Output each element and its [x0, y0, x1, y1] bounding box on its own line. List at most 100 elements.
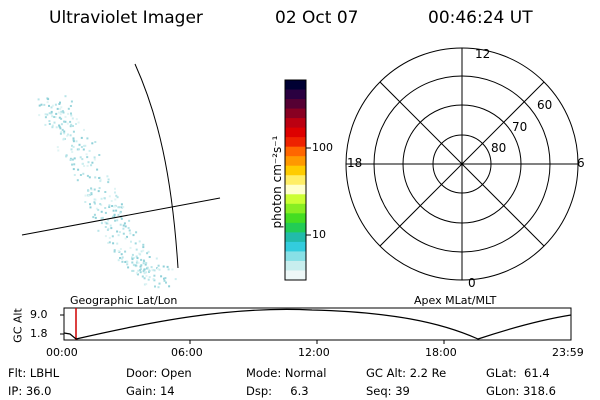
aurora-pixel: [145, 283, 148, 286]
aurora-pixel: [148, 270, 150, 273]
aurora-pixel: [158, 268, 161, 271]
aurora-pixel: [115, 209, 118, 212]
glat-value: GLat: 61.4: [486, 366, 550, 380]
aurora-pixel: [54, 103, 57, 106]
aurora-pixel: [93, 198, 96, 201]
aurora-pixel: [67, 112, 70, 115]
aurora-pixel: [127, 266, 130, 269]
aurora-pixel: [113, 249, 116, 252]
aurora-pixel: [60, 117, 63, 120]
aurora-pixel: [86, 156, 89, 159]
aurora-pixel: [76, 148, 79, 151]
aurora-pixel: [100, 197, 103, 200]
aurora-pixel: [135, 271, 138, 274]
aurora-pixel: [64, 95, 67, 98]
aurora-pixel: [137, 269, 140, 272]
aurora-pixel: [129, 232, 132, 235]
aurora-pixel: [165, 281, 167, 284]
aurora-pixel: [50, 110, 53, 113]
aurora-pixel: [126, 263, 129, 266]
aurora-pixel: [94, 202, 96, 205]
aurora-pixel: [59, 101, 61, 104]
aurora-pixel: [38, 104, 41, 107]
aurora-pixel: [174, 278, 177, 281]
aurora-pixel: [51, 124, 54, 127]
aurora-pixel: [104, 191, 107, 193]
aurora-pixel: [119, 223, 122, 226]
aurora-pixel: [43, 103, 46, 106]
aurora-pixel: [117, 213, 120, 216]
aurora-pixel: [107, 181, 110, 184]
aurora-pixel: [112, 242, 115, 245]
altitude-plot-frame: [63, 307, 572, 341]
aurora-pixel: [61, 110, 64, 113]
aurora-pixel: [107, 242, 110, 244]
aurora-pixel: [87, 195, 90, 197]
aurora-pixel: [114, 191, 116, 194]
aurora-pixel: [89, 193, 92, 196]
aurora-pixel: [127, 227, 130, 229]
aurora-pixel: [154, 285, 156, 288]
longitude-line: [134, 63, 179, 269]
aurora-pixel: [58, 124, 61, 127]
aurora-pixel: [93, 188, 96, 191]
aurora-pixel: [71, 117, 74, 120]
aurora-pixel: [120, 257, 123, 260]
aurora-pixel: [107, 178, 110, 181]
aurora-pixel: [93, 156, 96, 159]
aurora-pixel: [94, 216, 97, 219]
aurora-pixel: [114, 198, 117, 201]
aurora-pixel: [67, 107, 70, 110]
aurora-pixel: [71, 144, 73, 147]
aurora-pixel: [108, 236, 111, 239]
aurora-pixel: [131, 269, 134, 272]
aurora-pixel: [122, 224, 125, 227]
aurora-pixel: [146, 252, 149, 255]
aurora-pixel: [72, 168, 75, 171]
aurora-pixel: [54, 116, 57, 119]
aurora-pixel: [85, 153, 88, 156]
aurora-pixel: [122, 227, 125, 230]
aurora-pixel: [108, 204, 111, 207]
aurora-pixel: [59, 127, 62, 130]
aurora-pixel: [114, 205, 116, 208]
altitude-xtick-2359: 23:59: [552, 346, 584, 359]
aurora-pixel: [124, 261, 127, 263]
colorbar-band: [285, 194, 306, 205]
aurora-pixel: [139, 271, 142, 274]
aurora-pixel: [129, 246, 132, 249]
aurora-pixel: [60, 131, 63, 134]
aurora-pixel: [137, 273, 139, 276]
colorbar-band: [285, 184, 306, 195]
aurora-pixel: [44, 123, 47, 126]
aurora-pixel: [104, 226, 107, 228]
aurora-pixel: [166, 265, 169, 268]
time-label: 00:46:24 UT: [428, 8, 533, 28]
aurora-pixel: [72, 140, 75, 143]
aurora-pixel: [145, 262, 148, 265]
aurora-pixel: [147, 268, 150, 271]
aurora-pixel: [94, 141, 97, 143]
aurora-pixel: [143, 283, 146, 286]
aurora-pixel: [134, 264, 137, 267]
altitude-xtick-1200: 12:00: [298, 346, 330, 359]
aurora-pixel: [84, 144, 87, 147]
aurora-pixel: [119, 257, 122, 259]
aurora-pixel: [155, 257, 158, 260]
aurora-pixel: [126, 235, 128, 238]
aurora-pixel: [162, 265, 165, 268]
aurora-pixel: [139, 269, 142, 272]
aurora-pixel: [141, 275, 144, 278]
aurora-pixel: [50, 106, 53, 109]
aurora-pixel: [136, 260, 139, 263]
aurora-pixel: [84, 201, 87, 203]
aurora-pixel: [131, 258, 134, 261]
aurora-pixel: [143, 261, 146, 264]
aurora-pixel: [69, 157, 72, 160]
aurora-pixel: [130, 240, 132, 243]
aurora-pixel: [90, 187, 93, 190]
aurora-pixel: [116, 230, 119, 233]
aurora-pixel: [71, 151, 74, 153]
aurora-pixel: [143, 260, 146, 263]
